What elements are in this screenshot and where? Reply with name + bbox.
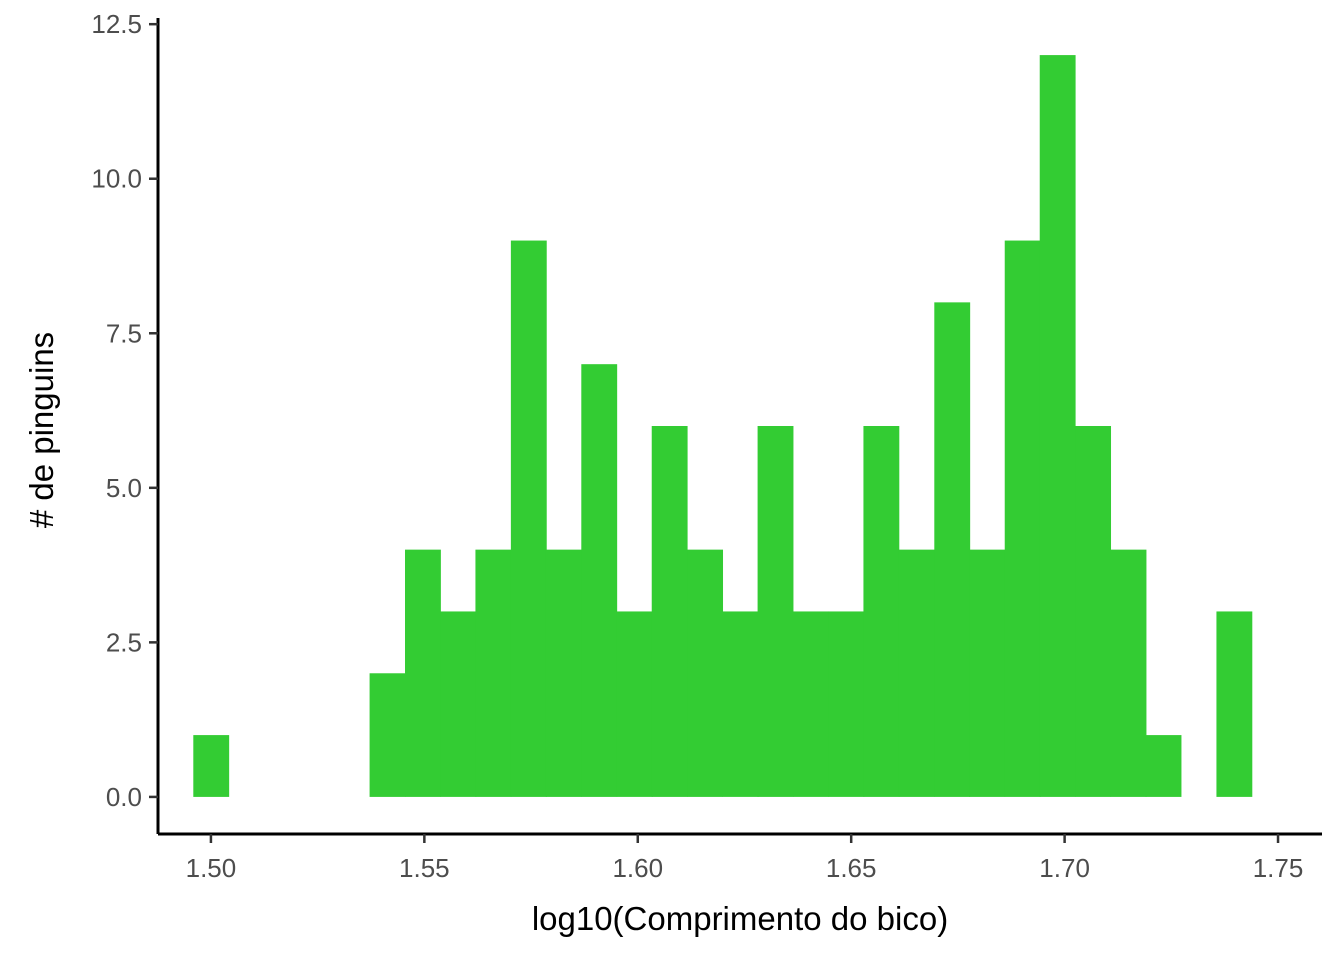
histogram-bar	[1216, 611, 1253, 797]
histogram-bar	[369, 673, 406, 797]
x-tick-label: 1.65	[826, 853, 877, 883]
histogram-bar	[475, 549, 512, 797]
y-axis: 0.0 2.5 5.0 7.5 10.0 12.5	[91, 9, 160, 834]
histogram-bar	[545, 549, 582, 797]
histogram-bars	[193, 55, 1253, 797]
y-tick-label: 0.0	[106, 782, 142, 812]
y-tick-label: 10.0	[91, 164, 142, 194]
y-tick-label: 12.5	[91, 9, 142, 39]
histogram-bar	[934, 302, 971, 797]
x-axis-title: log10(Comprimento do bico)	[532, 900, 948, 937]
x-tick-label: 1.70	[1039, 853, 1090, 883]
histogram-bar	[1145, 735, 1182, 797]
histogram-bar	[581, 364, 618, 797]
histogram-bar	[405, 549, 441, 797]
histogram-bar	[1110, 549, 1147, 797]
histogram-bar	[898, 549, 935, 797]
histogram-bar	[193, 735, 230, 797]
histogram-bar	[722, 611, 759, 797]
histogram-bar	[1039, 55, 1076, 797]
histogram-bar	[616, 611, 653, 797]
histogram-bar	[757, 426, 794, 797]
x-axis: 1.50 1.55 1.60 1.65 1.70 1.75	[158, 832, 1322, 883]
histogram-bar	[969, 549, 1006, 797]
histogram-bar	[687, 549, 724, 797]
histogram-bar	[1004, 240, 1041, 797]
histogram-bar	[863, 426, 900, 797]
histogram-bar	[828, 611, 865, 797]
y-axis-title: # de pinguins	[23, 332, 60, 528]
histogram-bar	[651, 426, 688, 797]
x-tick-label: 1.50	[186, 853, 237, 883]
x-tick-label: 1.60	[612, 853, 663, 883]
histogram-bar	[793, 611, 829, 797]
y-tick-label: 5.0	[106, 473, 142, 503]
histogram-bar	[440, 611, 477, 797]
y-tick-label: 7.5	[106, 318, 142, 348]
x-tick-label: 1.75	[1253, 853, 1304, 883]
y-tick-label: 2.5	[106, 627, 142, 657]
histogram-bar	[1075, 426, 1112, 797]
x-tick-label: 1.55	[399, 853, 450, 883]
histogram-bar	[510, 240, 547, 797]
